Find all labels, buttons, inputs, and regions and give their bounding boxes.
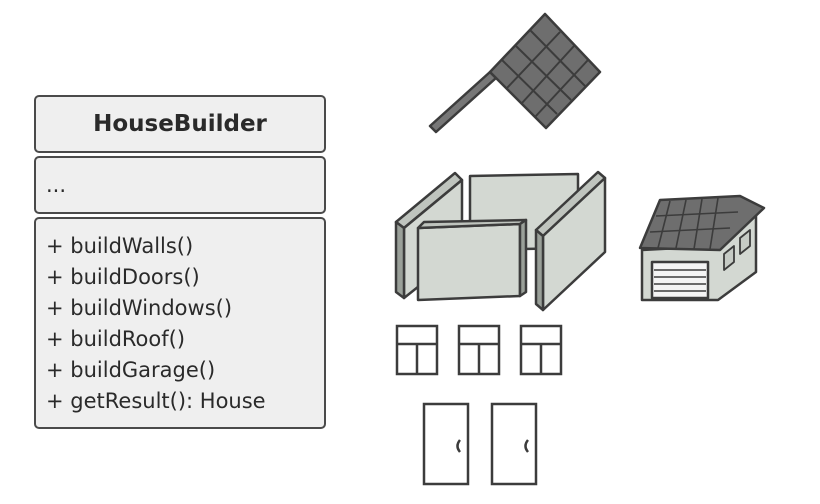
uml-fields: ... [34, 156, 326, 214]
method-build-walls: + buildWalls() [46, 234, 194, 258]
method-build-roof: + buildRoof() [46, 327, 186, 351]
uml-class-name: HouseBuilder [34, 95, 326, 153]
window-icon [395, 324, 563, 376]
method-get-result: + getResult(): House [46, 389, 266, 413]
method-build-doors: + buildDoors() [46, 265, 200, 289]
uml-methods: + buildWalls() + buildDoors() + buildWin… [34, 217, 326, 429]
roof-icon [428, 12, 602, 134]
walls-icon [394, 170, 607, 312]
garage-icon [638, 194, 766, 302]
method-build-windows: + buildWindows() [46, 296, 233, 320]
door-icon [422, 402, 538, 486]
uml-class-box: HouseBuilder ... + buildWalls() + buildD… [34, 95, 326, 432]
method-build-garage: + buildGarage() [46, 358, 216, 382]
